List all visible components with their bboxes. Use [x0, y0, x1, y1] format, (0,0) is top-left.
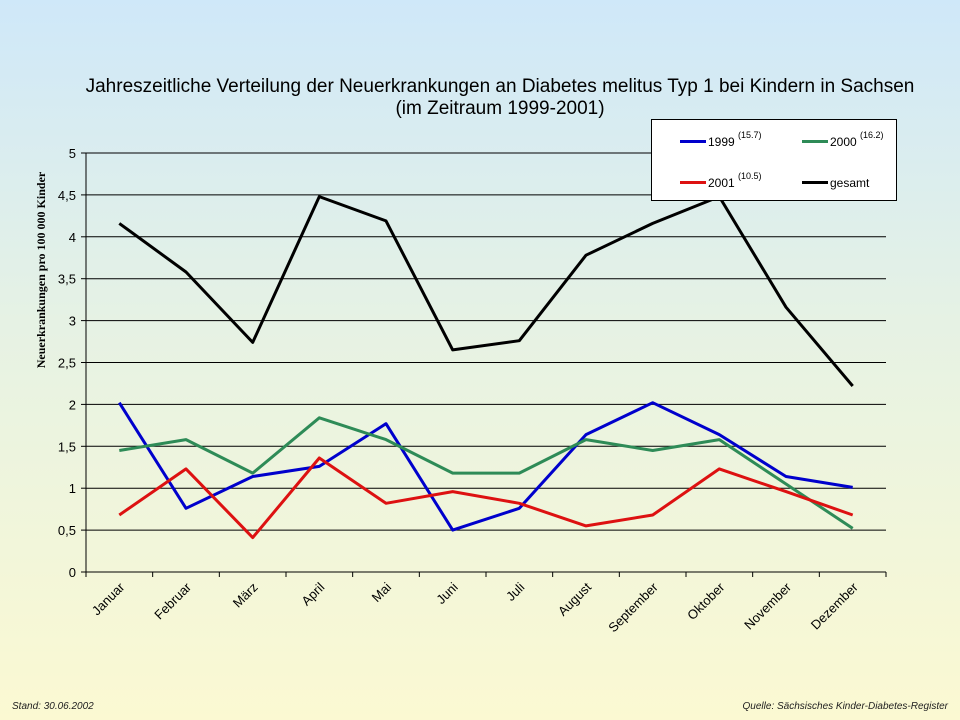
legend-swatch-1999	[680, 140, 706, 143]
x-tick-label: September	[605, 579, 661, 635]
x-tick-label: Januar	[89, 579, 128, 618]
y-tick-label: 0	[69, 565, 76, 580]
y-tick-label: 3,5	[58, 272, 76, 287]
series-line-gesamt	[118, 195, 854, 387]
legend: 1999 (15.7) 2000 (16.2) 2001 (10.5) gesa…	[651, 119, 897, 201]
x-tick-label: März	[230, 580, 261, 611]
series-line-2001	[118, 456, 854, 540]
legend-swatch-2001	[680, 181, 706, 184]
series-line-1999	[118, 401, 853, 532]
x-tick-label: Mai	[369, 579, 394, 604]
y-axis-label: Neuerkrankungen pro 100 000 Kinder	[34, 171, 48, 368]
x-tick-label: Oktober	[684, 579, 728, 623]
legend-note-2000: (16.2)	[860, 130, 884, 140]
x-tick-label: Juli	[503, 579, 527, 603]
x-tick-label: August	[555, 579, 594, 618]
x-tick-label: Februar	[151, 579, 194, 622]
x-tick-label: April	[298, 579, 327, 608]
legend-label-2001: 2001	[708, 176, 735, 190]
series-line-2000	[119, 416, 854, 530]
x-tick-label: Dezember	[808, 579, 861, 632]
chart-title: Jahreszeitliche Verteilung der Neuerkran…	[85, 76, 915, 97]
y-tick-label: 2	[69, 397, 76, 412]
chart-subtitle: (im Zeitraum 1999-2001)	[395, 98, 605, 119]
footer-stand: Stand: 30.06.2002	[12, 701, 94, 712]
y-tick-label: 0,5	[58, 523, 76, 538]
legend-label-gesamt: gesamt	[830, 176, 870, 190]
footer-source: Quelle: Sächsisches Kinder-Diabetes-Regi…	[742, 701, 948, 712]
y-tick-label: 3	[69, 314, 76, 329]
x-tick-label: November	[741, 579, 794, 632]
y-tick-label: 4,5	[58, 188, 76, 203]
y-tick-label: 1	[69, 481, 76, 496]
legend-swatch-2000	[802, 140, 828, 143]
y-tick-label: 5	[69, 146, 76, 161]
y-tick-label: 1,5	[58, 439, 76, 454]
y-tick-label: 2,5	[58, 356, 76, 371]
x-tick-labels: Januar Februar März April Mai Juni Juli August S…	[89, 579, 862, 635]
y-tick-label: 4	[69, 230, 76, 245]
legend-label-2000: 2000	[830, 135, 857, 149]
y-tick-labels: 0 0,5 1 1,5 2 2,5 3 3,5 4 4,5 5	[58, 146, 76, 580]
x-tick-label: Juni	[433, 579, 461, 607]
legend-note-2001: (10.5)	[738, 171, 762, 181]
legend-label-1999: 1999	[708, 135, 735, 149]
legend-swatch-gesamt	[802, 181, 828, 184]
legend-note-1999: (15.7)	[738, 130, 762, 140]
series-lines	[118, 195, 854, 540]
axes	[81, 152, 887, 577]
